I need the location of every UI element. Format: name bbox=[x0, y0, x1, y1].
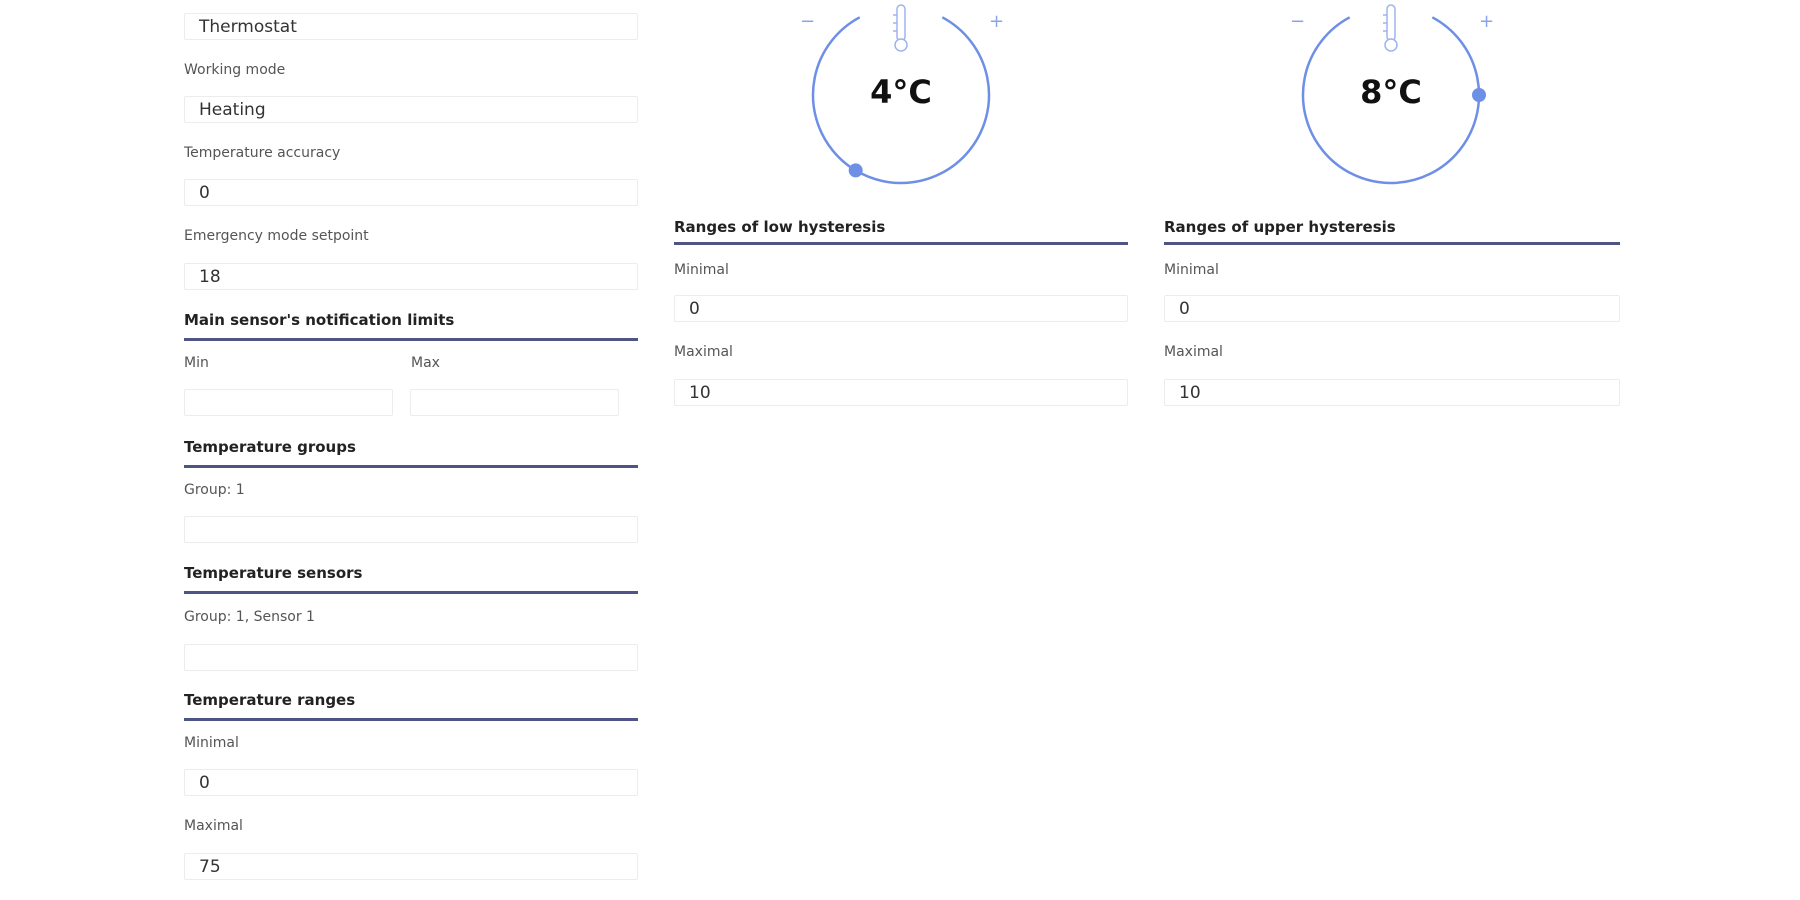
upper-hysteresis-value: 8°C bbox=[1360, 73, 1422, 111]
temperature-maximal-input[interactable] bbox=[184, 853, 638, 880]
section-divider bbox=[184, 718, 638, 721]
decrease-low-button[interactable]: − bbox=[800, 11, 816, 32]
dial-handle bbox=[1472, 88, 1486, 102]
section-divider bbox=[1164, 242, 1620, 245]
temperature-minimal-input[interactable] bbox=[184, 769, 638, 796]
minimal-label: Minimal bbox=[1164, 262, 1219, 278]
section-divider bbox=[184, 591, 638, 594]
low-hysteresis-heading: Ranges of low hysteresis bbox=[674, 218, 886, 236]
low-hysteresis-minimal-input[interactable] bbox=[674, 295, 1128, 322]
emergency-setpoint-label: Emergency mode setpoint bbox=[184, 228, 369, 244]
section-divider bbox=[674, 242, 1128, 245]
thermometer-icon bbox=[893, 4, 908, 52]
upper-hysteresis-maximal-input[interactable] bbox=[1164, 379, 1620, 406]
low-hysteresis-value: 4°C bbox=[870, 73, 932, 111]
thermometer-icon bbox=[1383, 4, 1398, 52]
minimal-label: Minimal bbox=[184, 735, 239, 751]
working-mode-select[interactable] bbox=[184, 96, 638, 123]
notification-limits-heading: Main sensor's notification limits bbox=[184, 311, 455, 329]
dial-handle bbox=[848, 163, 863, 178]
increase-upper-button[interactable]: + bbox=[1479, 11, 1495, 32]
low-hysteresis-maximal-input[interactable] bbox=[674, 379, 1128, 406]
sensor-label: Group: 1, Sensor 1 bbox=[184, 609, 315, 625]
upper-hysteresis-minimal-input[interactable] bbox=[1164, 295, 1620, 322]
dial-arc bbox=[1301, 16, 1481, 185]
sensor-input[interactable] bbox=[184, 644, 638, 671]
min-limit-input[interactable] bbox=[184, 389, 393, 416]
minimal-label: Minimal bbox=[674, 262, 729, 278]
decrease-upper-button[interactable]: − bbox=[1290, 11, 1306, 32]
group-label: Group: 1 bbox=[184, 482, 245, 498]
working-mode-label: Working mode bbox=[184, 62, 286, 78]
dial-arc bbox=[811, 16, 991, 185]
temperature-accuracy-label: Temperature accuracy bbox=[184, 145, 341, 161]
maximal-label: Maximal bbox=[674, 344, 733, 360]
temperature-ranges-heading: Temperature ranges bbox=[184, 691, 356, 709]
group-input[interactable] bbox=[184, 516, 638, 543]
device-type-input[interactable] bbox=[184, 13, 638, 40]
maximal-label: Maximal bbox=[184, 818, 243, 834]
section-divider bbox=[184, 338, 638, 341]
max-label: Max bbox=[411, 355, 440, 371]
upper-hysteresis-heading: Ranges of upper hysteresis bbox=[1164, 218, 1396, 236]
temperature-accuracy-input[interactable] bbox=[184, 179, 638, 206]
temperature-groups-heading: Temperature groups bbox=[184, 438, 356, 456]
section-divider bbox=[184, 465, 638, 468]
min-label: Min bbox=[184, 355, 209, 371]
maximal-label: Maximal bbox=[1164, 344, 1223, 360]
upper-hysteresis-dial[interactable] bbox=[1291, 0, 1491, 195]
increase-low-button[interactable]: + bbox=[989, 11, 1005, 32]
emergency-setpoint-input[interactable] bbox=[184, 263, 638, 290]
max-limit-input[interactable] bbox=[410, 389, 619, 416]
low-hysteresis-dial[interactable] bbox=[801, 0, 1001, 195]
temperature-sensors-heading: Temperature sensors bbox=[184, 564, 363, 582]
